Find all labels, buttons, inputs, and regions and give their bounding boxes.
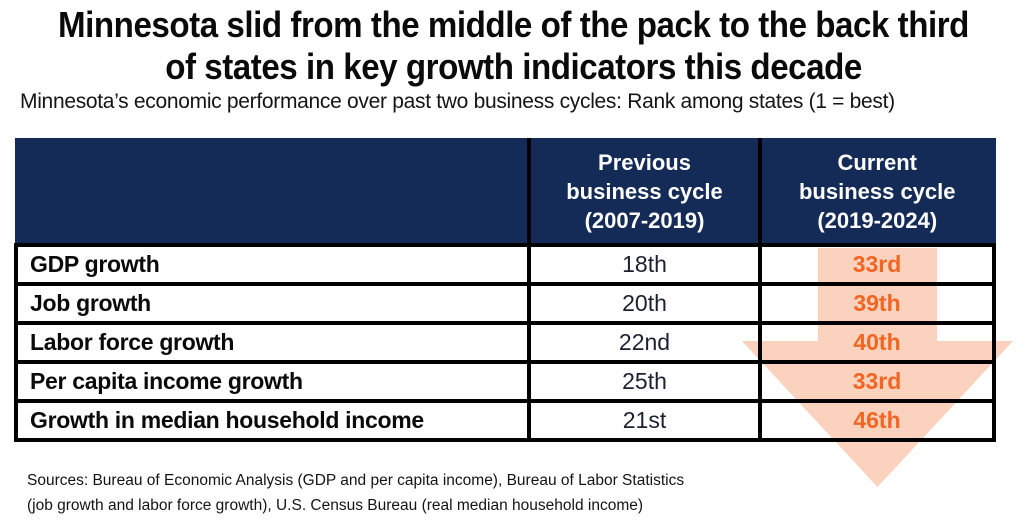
current-rank: 33rd	[758, 359, 996, 403]
header-indicator	[14, 138, 531, 247]
previous-rank: 20th	[527, 281, 762, 325]
chart-subtitle: Minnesota’s economic performance over pa…	[20, 90, 895, 113]
previous-rank: 25th	[527, 359, 762, 403]
table-row-median-household-income-growth: Growth in median household income 21st 4…	[14, 398, 996, 442]
previous-rank: 18th	[527, 242, 762, 286]
row-label: Growth in median household income	[14, 398, 531, 442]
current-rank: 40th	[758, 320, 996, 364]
previous-rank: 22nd	[527, 320, 762, 364]
row-label: GDP growth	[14, 242, 531, 286]
row-label: Per capita income growth	[14, 359, 531, 403]
chart-title: Minnesota slid from the middle of the pa…	[58, 4, 969, 88]
table-row-labor-force-growth: Labor force growth 22nd 40th	[14, 320, 996, 364]
table-row-per-capita-income-growth: Per capita income growth 25th 33rd	[14, 359, 996, 403]
current-rank: 46th	[758, 398, 996, 442]
table-row-job-growth: Job growth 20th 39th	[14, 281, 996, 325]
current-rank: 39th	[758, 281, 996, 325]
rank-table-header: Previous business cycle (2007-2019) Curr…	[14, 138, 996, 247]
sources-note: Sources: Bureau of Economic Analysis (GD…	[27, 472, 685, 515]
header-previous-cycle: Previous business cycle (2007-2019)	[527, 138, 762, 247]
row-label: Labor force growth	[14, 320, 531, 364]
header-current-cycle: Current business cycle (2019-2024)	[758, 138, 996, 247]
rank-table: Previous business cycle (2007-2019) Curr…	[14, 138, 996, 442]
row-label: Job growth	[14, 281, 531, 325]
header-row: Previous business cycle (2007-2019) Curr…	[14, 138, 996, 247]
rank-table-body: GDP growth 18th 33rd Job growth 20th 39t…	[14, 242, 996, 442]
current-rank: 33rd	[758, 242, 996, 286]
table-row-gdp-growth: GDP growth 18th 33rd	[14, 242, 996, 286]
previous-rank: 21st	[527, 398, 762, 442]
